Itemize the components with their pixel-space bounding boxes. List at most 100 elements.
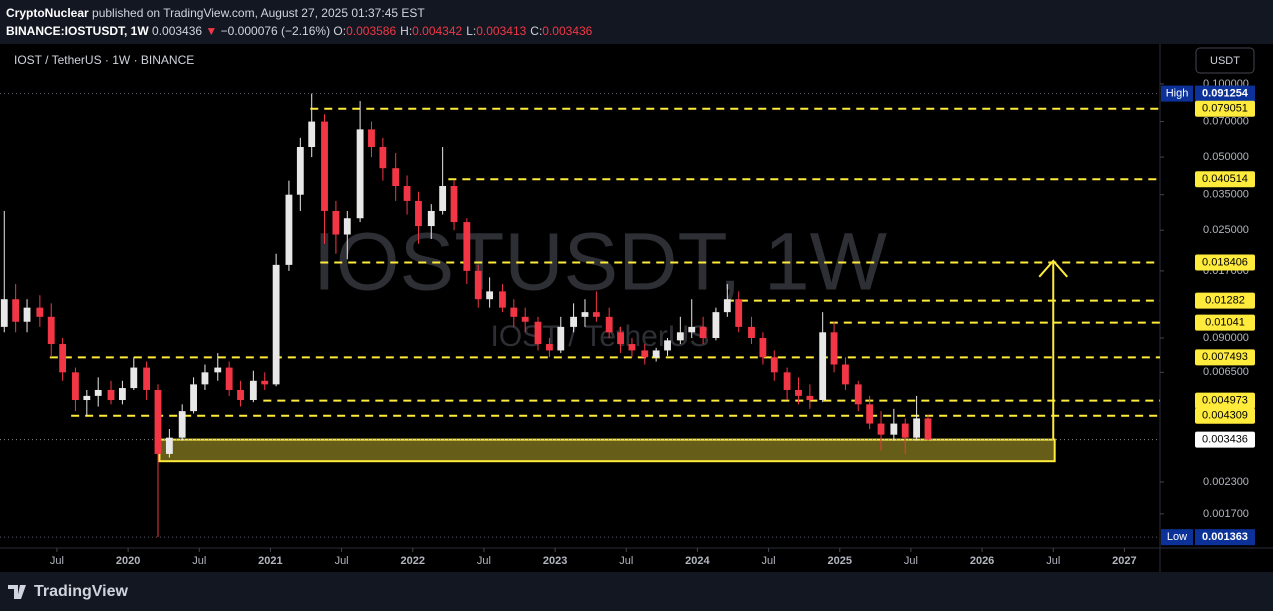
candle-body: [628, 344, 636, 351]
candle-body: [94, 389, 102, 396]
candle-body: [510, 307, 518, 317]
publish-line: CryptoNuclear published on TradingView.c…: [6, 4, 596, 22]
candle-body: [154, 389, 162, 454]
candle-body: [201, 372, 209, 385]
x-tick-label: Jul: [762, 555, 776, 567]
high_mark-tag: [1161, 85, 1193, 102]
x-tick-label: 2023: [543, 555, 567, 567]
candle-body: [178, 411, 186, 438]
symbol-line: BINANCE:IOSTUSDT, 1W 0.003436 ▼ −0.00007…: [6, 22, 596, 40]
author[interactable]: CryptoNuclear: [6, 6, 89, 20]
candle-body: [676, 332, 684, 341]
y-tick-label: 0.070000: [1203, 115, 1249, 127]
candle-body: [190, 384, 197, 412]
candle-body: [783, 372, 791, 390]
ohlc-value: 0.004342: [412, 24, 463, 38]
candle-body: [296, 147, 304, 195]
candle-body: [83, 395, 91, 401]
level-tag-label: 0.007493: [1202, 351, 1248, 363]
candle-body: [368, 129, 375, 148]
ohlc-value: 0.003413: [476, 24, 527, 38]
brand[interactable]: TradingView: [34, 583, 129, 600]
y-tick-label: 0.006500: [1203, 366, 1249, 378]
candle-body: [225, 367, 233, 390]
x-tick-label: 2025: [828, 555, 852, 567]
candle-body: [545, 344, 553, 351]
x-tick-label: 2021: [258, 555, 282, 567]
published: published on TradingView.com, August 27,…: [92, 6, 425, 20]
candle-body: [924, 418, 932, 440]
candle-body: [617, 332, 624, 345]
level-tag: [1195, 407, 1255, 424]
candle-body: [699, 326, 707, 339]
currency-button[interactable]: [1195, 47, 1255, 74]
watermark-sub: IOST / TetherUS: [491, 320, 710, 353]
support-zone: [158, 438, 1056, 463]
level-tag-label: 0.004973: [1202, 395, 1248, 407]
low_mark-value-box: [1195, 529, 1255, 546]
candle-body: [664, 340, 671, 351]
candle-body: [214, 367, 222, 373]
candle-body: [605, 316, 613, 333]
level-tag: [1195, 171, 1255, 188]
candle-body: [379, 147, 387, 169]
price: 0.003436: [152, 24, 203, 38]
level-tag-label: 0.018406: [1202, 256, 1248, 268]
ohlc-value: 0.003436: [542, 24, 593, 38]
axes: 0.1000000.0700000.0500000.0350000.025000…: [50, 78, 1255, 567]
chart-background: [0, 44, 1273, 572]
level-tag-label: 0.004309: [1202, 410, 1248, 422]
y-tick-label: 0.090000: [1203, 332, 1249, 344]
candle-body: [36, 307, 44, 317]
candle-body: [261, 380, 269, 385]
level-tag: [1195, 392, 1255, 409]
candle-body: [403, 186, 411, 201]
candle-body: [866, 404, 874, 424]
candle-body: [474, 270, 482, 300]
candle-body: [592, 312, 600, 317]
x-tick-label: Jul: [1046, 555, 1060, 567]
y-tick-label: 0.035000: [1203, 189, 1249, 201]
candle-body: [415, 200, 422, 227]
currency: USDT: [1210, 55, 1240, 67]
level-tag: [1195, 254, 1255, 271]
candle-body: [641, 350, 649, 358]
y-tick-label: 0.001700: [1203, 508, 1249, 520]
candle-body: [712, 312, 720, 339]
level-tag-label: 0.079051: [1202, 103, 1248, 115]
ohlc-label: H:: [400, 24, 413, 38]
x-tick-label: 2027: [1112, 555, 1136, 567]
low_mark-tag: [1161, 529, 1193, 546]
brand-logo: [8, 585, 26, 599]
candle-body: [830, 332, 838, 365]
level-tag: [1195, 314, 1255, 331]
candle-body: [72, 372, 79, 401]
ohlc-label: L:: [466, 24, 477, 38]
candle-body: [748, 326, 755, 339]
candle-body: [392, 168, 400, 187]
high_mark-value-box: [1195, 85, 1255, 102]
last-price-label: 0.003436: [1202, 434, 1248, 446]
candle-body: [688, 326, 696, 333]
candle-body: [118, 388, 126, 401]
ohlc: O:0.003586 H:0.004342 L:0.003413 C:0.003436: [333, 24, 596, 38]
candle-body: [23, 307, 31, 322]
candle-body: [0, 299, 8, 327]
candle-body: [854, 384, 862, 405]
x-tick-label: 2024: [685, 555, 710, 567]
candle-body: [130, 367, 138, 389]
ohlc-label: O:: [333, 24, 347, 38]
high_mark-tag-label: High: [1166, 87, 1189, 99]
candle-body: [735, 299, 743, 327]
x-tick-label: 2020: [116, 555, 140, 567]
candle-body: [165, 437, 173, 454]
change: −0.000076 (−2.16%): [220, 24, 331, 38]
x-tick-label: 2026: [970, 555, 994, 567]
x-tick-label: Jul: [619, 555, 633, 567]
candle-body: [901, 423, 909, 438]
low_mark-value: 0.001363: [1202, 531, 1248, 543]
candle-body: [321, 121, 328, 211]
candle-body: [770, 357, 778, 373]
